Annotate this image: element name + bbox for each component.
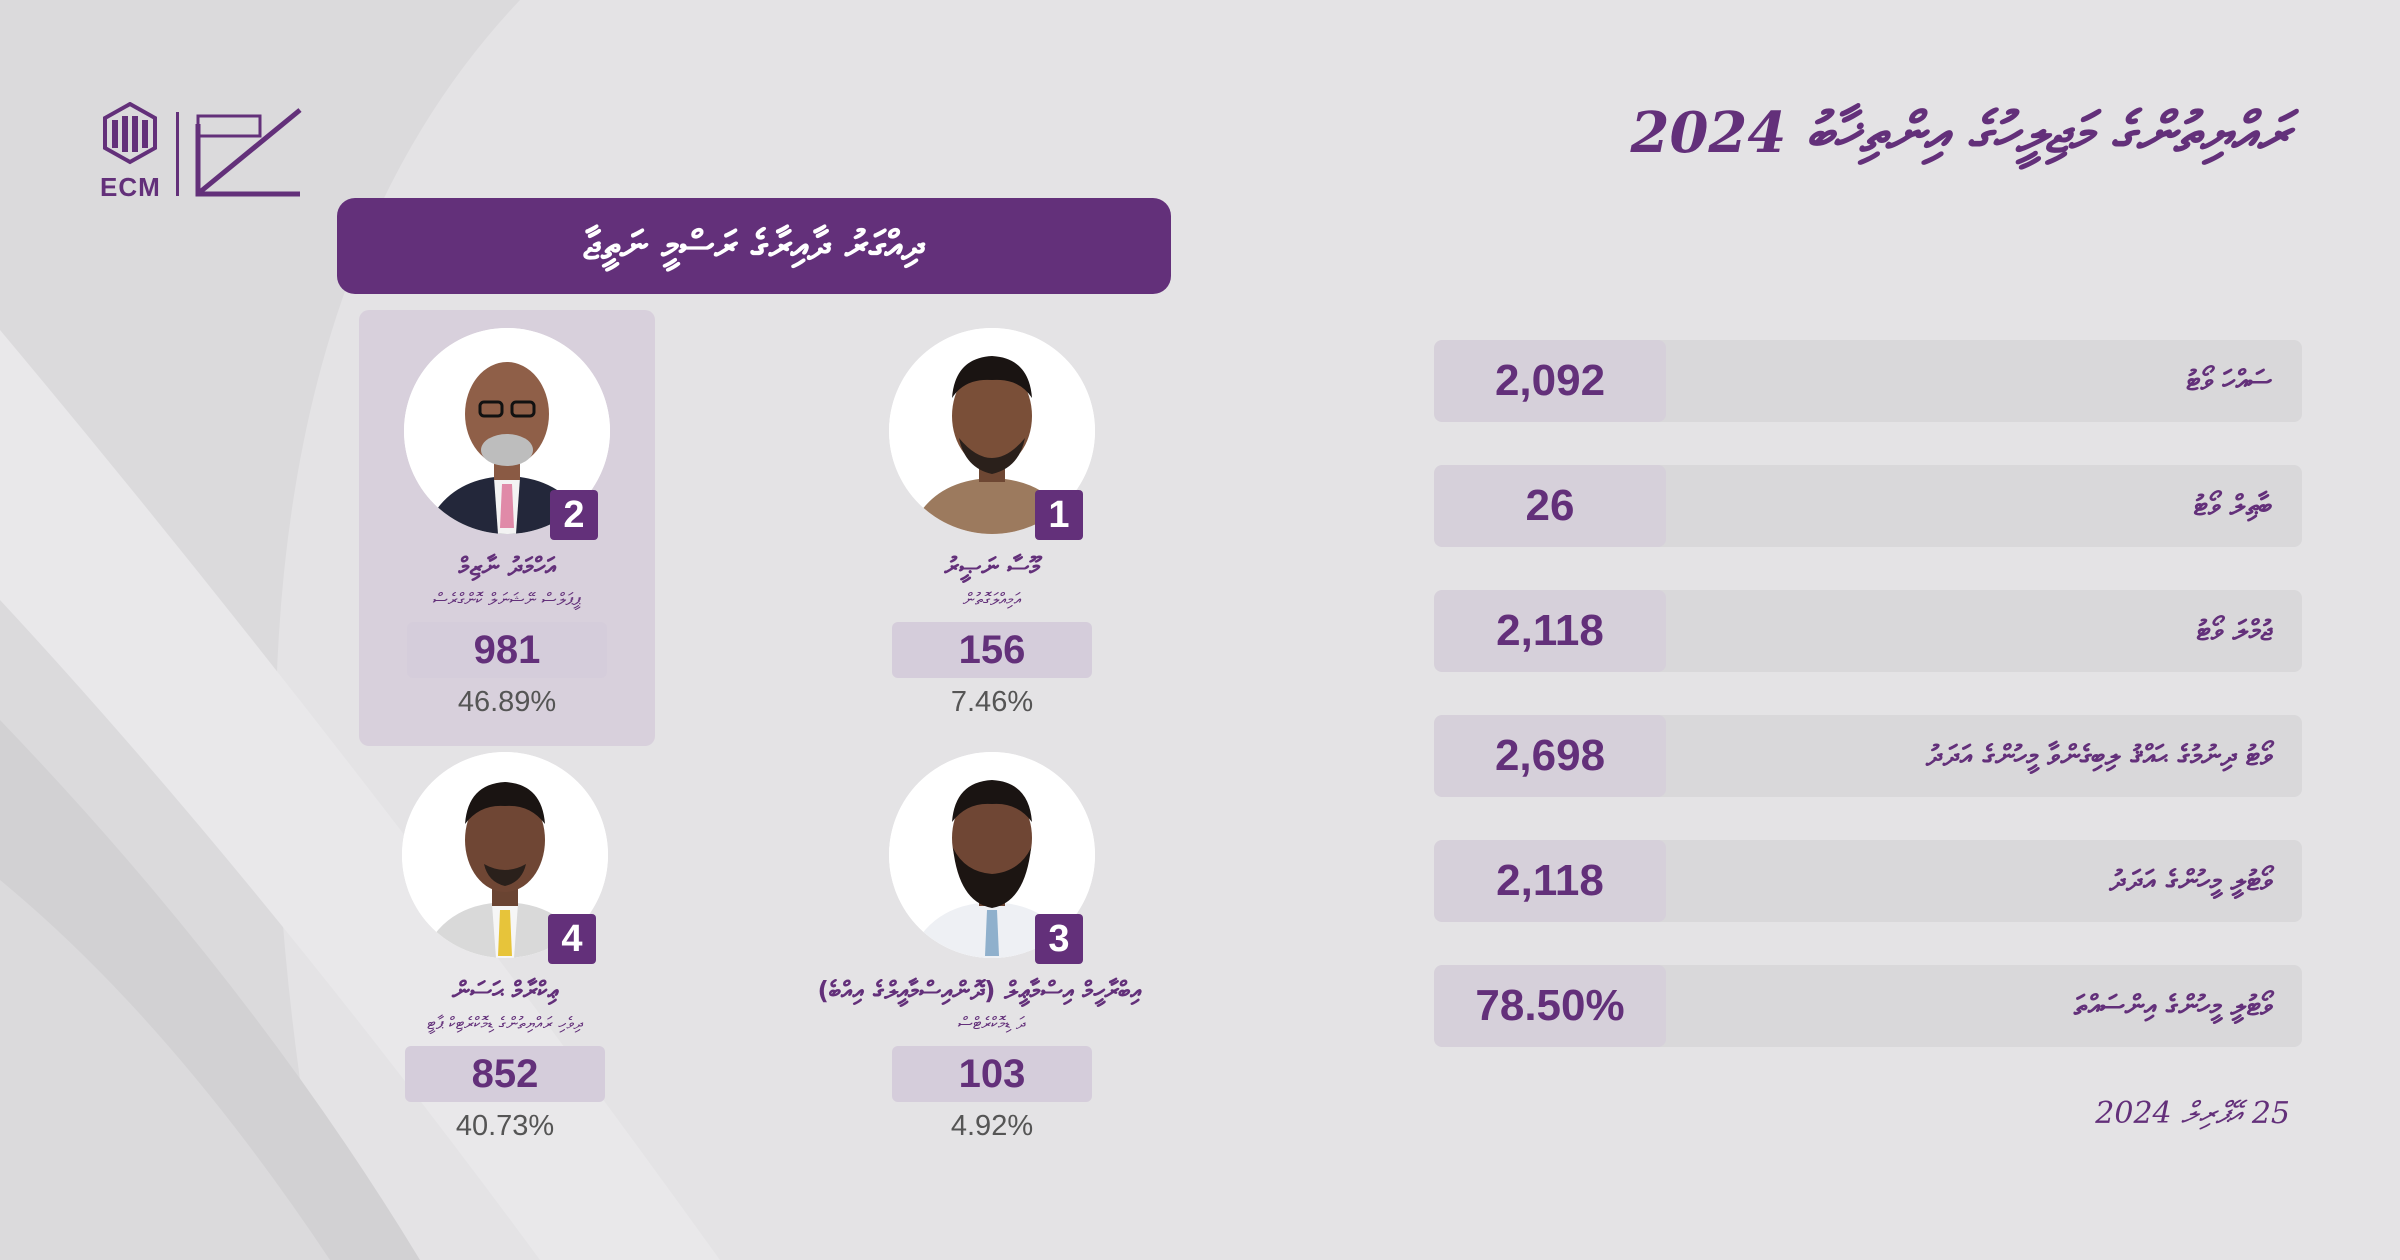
results-banner: ދިއްގަރު ދާއިރާގެ ރަސްމީ ނަތީޖާ: [337, 198, 1171, 294]
candidate-votes: 852: [405, 1046, 605, 1102]
stat-label-bar: ވޯޓުލީ މީހުންގެ އިންސައްތަ: [1654, 965, 2302, 1047]
stat-label-bar: ވޯޓުލީ މީހުންގެ އަދަދު: [1654, 840, 2302, 922]
candidate-votes: 156: [892, 622, 1092, 678]
candidate-party: އަމިއްލަގޮތުން: [962, 590, 1022, 610]
candidate-percent: 7.46%: [950, 686, 1034, 718]
candidate-number: 1: [1035, 490, 1083, 540]
stat-row-total-votes: ޖުމްލަ ވޯޓު 2,118: [1434, 590, 2302, 672]
logo-text: ECM: [100, 172, 161, 202]
candidate-card: 2 އަހްމަދު ނާޒިމް ޕީޕަލްސް ނޭޝަނަލް ކޮން…: [357, 328, 657, 719]
candidate-number: 3: [1035, 914, 1083, 964]
candidate-percent: 40.73%: [455, 1110, 555, 1142]
stat-label-bar: ޖުމްލަ ވޯޓު: [1654, 590, 2302, 672]
candidate-card: 4 ޢިކްރާމް ޙަސަން ދިވެހި ރައްޔިތުންގެ ޑި…: [355, 752, 655, 1143]
candidate-photo: 3: [889, 752, 1095, 964]
stat-label: ޖުމްލަ ވޯޓު: [2196, 614, 2272, 647]
stat-value: 2,118: [1434, 590, 1666, 672]
stat-value: 78.50%: [1434, 965, 1666, 1047]
candidate-name: ޢިކްރާމް ޙަސަން: [452, 976, 558, 1005]
stat-row-voters: ވޯޓުލީ މީހުންގެ އަދަދު 2,118: [1434, 840, 2302, 922]
stat-label: ވޯޓު ދިނުމުގެ ޙައްޤު ލިބިގެންވާ މީހުންގެ…: [1925, 739, 2272, 772]
candidate-photo: 1: [889, 328, 1095, 540]
stat-label: ބާޠިލް ވޯޓު: [2193, 489, 2272, 522]
candidate-name: އިބްރާހީމް އިސްމާޢީލް (ދޮންއިސްމާއީލްގެ …: [817, 976, 1142, 1005]
candidate-percent: 46.89%: [457, 686, 557, 718]
stat-label-bar: ސައްހަ ވޯޓު: [1654, 340, 2302, 422]
candidate-photo: 2: [404, 328, 610, 540]
stat-value: 2,092: [1434, 340, 1666, 422]
stat-value: 26: [1434, 465, 1666, 547]
candidate-number: 2: [550, 490, 598, 540]
stat-label: ވޯޓުލީ މީހުންގެ އަދަދު: [2109, 864, 2272, 897]
stat-value: 2,118: [1434, 840, 1666, 922]
candidate-name: މޫސާ ނަޞީރު: [944, 552, 1040, 581]
candidate-number: 4: [548, 914, 596, 964]
stat-row-turnout: ވޯޓުލީ މީހުންގެ އިންސައްތަ 78.50%: [1434, 965, 2302, 1047]
date-label: 25 އޭޕްރިލް 2024: [2095, 1096, 2290, 1131]
stat-row-invalid-votes: ބާޠިލް ވޯޓު 26: [1434, 465, 2302, 547]
stat-row-eligible-voters: ވޯޓު ދިނުމުގެ ޙައްޤު ލިބިގެންވާ މީހުންގެ…: [1434, 715, 2302, 797]
candidate-card: 1 މޫސާ ނަޞީރު އަމިއްލަގޮތުން 156 7.46%: [842, 328, 1142, 719]
candidate-photo: 4: [402, 752, 608, 964]
candidate-party: ޕީޕަލްސް ނޭޝަނަލް ކޮންގްރެސް: [432, 590, 582, 610]
stat-value: 2,698: [1434, 715, 1666, 797]
ecm-logo: [103, 102, 302, 197]
stat-label: ވޯޓުލީ މީހުންގެ އިންސައްތަ: [2073, 989, 2272, 1022]
candidate-party: ދިވެހި ރައްޔިތުންގެ ޑިމޮކްރެޓިކް ޕާޓީ: [427, 1014, 583, 1034]
candidate-percent: 4.92%: [950, 1110, 1034, 1142]
stat-label-bar: ވޯޓު ދިނުމުގެ ޙައްޤު ލިބިގެންވާ މީހުންގެ…: [1654, 715, 2302, 797]
stat-label-bar: ބާޠިލް ވޯޓު: [1654, 465, 2302, 547]
candidate-votes: 103: [892, 1046, 1092, 1102]
stat-label: ސައްހަ ވޯޓު: [2186, 364, 2272, 397]
candidate-name: އަހްމަދު ނާޒިމް: [458, 552, 556, 581]
candidate-party: ދަ ޑިމޮކްރެޓްސް: [957, 1014, 1027, 1034]
stat-row-valid-votes: ސައްހަ ވޯޓު 2,092: [1434, 340, 2302, 422]
candidate-card: 3 އިބްރާހީމް އިސްމާޢީލް (ދޮންއިސްމާއީލްގ…: [817, 752, 1142, 1143]
candidate-votes: 981: [407, 622, 607, 678]
page-title: ރައްޔިތުންގެ މަޖިލީހުގެ އިންތިޚާބު 2024: [1630, 100, 2291, 166]
